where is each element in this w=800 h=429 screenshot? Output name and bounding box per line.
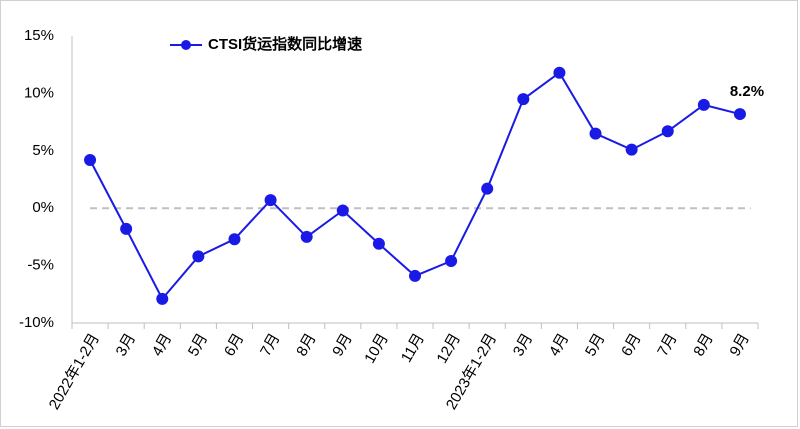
marker xyxy=(445,255,458,268)
y-tick-label: -10% xyxy=(19,314,54,331)
marker xyxy=(409,269,421,282)
marker xyxy=(84,153,97,166)
marker xyxy=(156,292,169,305)
y-tick-label: -5% xyxy=(27,257,54,274)
marker xyxy=(336,204,349,217)
legend-label: CTSI货运指数同比增速 xyxy=(208,35,362,53)
y-tick-label: 5% xyxy=(32,142,54,159)
marker xyxy=(589,127,602,140)
marker xyxy=(661,125,674,138)
y-tick-label: 0% xyxy=(32,199,54,216)
legend-marker xyxy=(181,40,191,50)
marker xyxy=(553,66,566,79)
marker xyxy=(228,233,241,246)
marker xyxy=(192,250,205,263)
marker xyxy=(264,194,277,207)
data-label: 8.2% xyxy=(730,83,764,100)
marker xyxy=(625,143,638,156)
marker xyxy=(733,108,746,121)
marker xyxy=(517,93,530,106)
y-tick-label: 15% xyxy=(24,27,54,44)
marker xyxy=(697,98,710,111)
marker xyxy=(300,230,313,243)
marker xyxy=(481,182,494,195)
y-tick-label: 10% xyxy=(24,84,54,101)
marker xyxy=(120,222,133,235)
marker xyxy=(372,237,385,250)
